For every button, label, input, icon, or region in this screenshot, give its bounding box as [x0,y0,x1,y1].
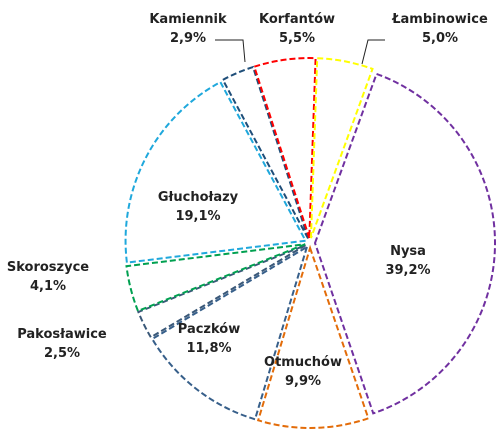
pie-slice [256,244,370,429]
pie-slice [137,244,307,339]
slice-label: Korfantów [259,12,335,27]
value-label: 5,0% [422,31,458,46]
value-label: 9,9% [285,374,321,389]
slice-label: Głuchołazy [158,190,239,205]
value-label: 2,9% [170,31,206,46]
value-label: 4,1% [30,279,66,294]
pie-slice [253,57,317,239]
pie-slice [124,80,308,264]
slice-label: Pakosławice [17,327,107,342]
value-label: 5,5% [279,31,315,46]
pie-slice [313,72,496,415]
leader-line [215,39,246,63]
pie-slice [125,243,306,313]
slice-label: Otmuchów [264,355,342,370]
value-label: 19,1% [175,209,220,224]
pie-slice [309,57,374,239]
value-label: 11,8% [186,341,231,356]
slice-label: Paczków [178,322,240,337]
leader-line [361,39,385,65]
value-label: 2,5% [44,346,80,361]
slice-label: Nysa [390,244,426,259]
slice-label: Kamiennik [149,12,227,27]
pie-slice [221,65,309,239]
slice-label: Łambinowice [391,12,488,27]
slice-label: Skoroszyce [7,260,89,275]
value-label: 39,2% [385,263,430,278]
pie-slice [150,244,309,421]
